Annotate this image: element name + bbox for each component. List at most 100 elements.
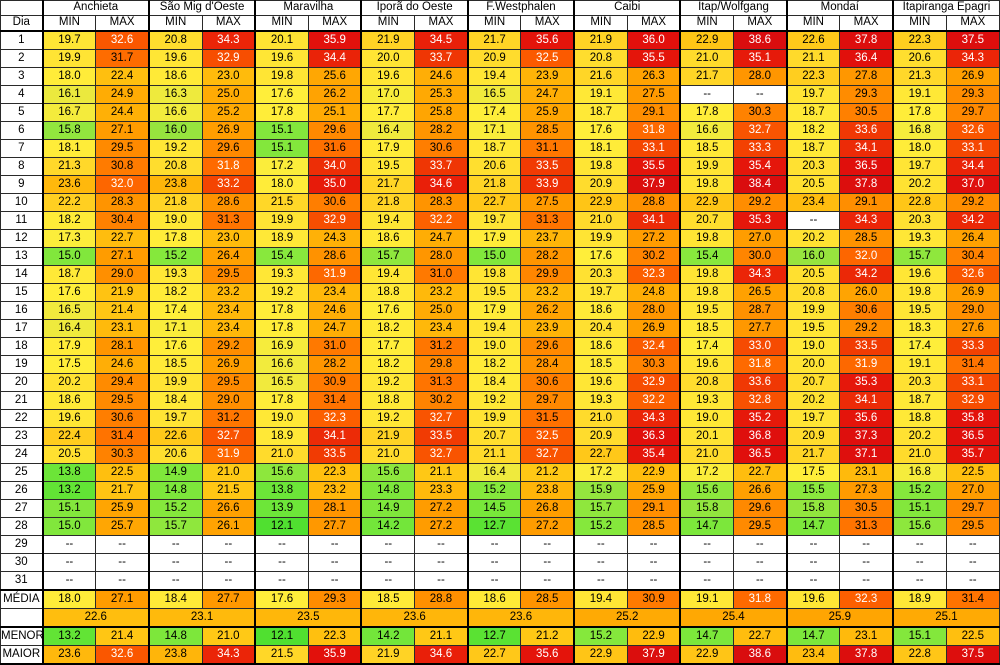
temp-cell[interactable]: 20.8 [147, 30, 203, 50]
temp-cell[interactable]: 20.2 [891, 175, 947, 194]
temp-cell[interactable]: 18.8 [360, 391, 416, 410]
temp-cell[interactable]: 22.7 [732, 463, 788, 482]
temp-cell[interactable]: 36.5 [839, 157, 894, 176]
temp-cell[interactable]: 21.0 [573, 211, 628, 230]
temp-cell[interactable]: 17.6 [573, 247, 628, 266]
temp-cell[interactable]: 36.3 [626, 427, 681, 446]
temp-cell[interactable]: -- [945, 535, 1000, 554]
temp-cell[interactable]: 26.9 [945, 283, 1000, 302]
temp-cell[interactable]: 19.0 [679, 409, 734, 428]
temp-cell[interactable]: 35.7 [945, 445, 1000, 464]
temp-cell[interactable]: 15.7 [891, 247, 947, 266]
temp-cell[interactable]: 16.0 [785, 247, 841, 266]
temp-cell[interactable]: 34.1 [626, 211, 681, 230]
temp-cell[interactable]: -- [520, 553, 575, 572]
temp-cell[interactable]: 31.4 [307, 391, 362, 410]
temp-cell[interactable]: 16.3 [147, 85, 203, 104]
temp-cell[interactable]: 22.9 [679, 645, 734, 665]
station-average-cell[interactable]: 23.6 [466, 608, 575, 628]
temp-cell[interactable]: 17.9 [360, 139, 416, 158]
temp-cell[interactable]: 16.8 [891, 463, 947, 482]
day-label[interactable]: 19 [0, 355, 44, 374]
temp-cell[interactable]: 19.6 [785, 589, 841, 609]
temp-cell[interactable]: 21.6 [573, 67, 628, 86]
temp-cell[interactable]: 31.7 [95, 49, 150, 68]
temp-cell[interactable]: 20.5 [785, 265, 841, 284]
temp-cell[interactable]: 15.8 [679, 499, 734, 518]
temp-cell[interactable]: 21.9 [360, 427, 416, 446]
temp-cell[interactable]: 21.0 [360, 445, 416, 464]
temp-cell[interactable]: 24.8 [626, 283, 681, 302]
temp-cell[interactable]: 29.5 [732, 517, 788, 536]
day-label[interactable]: 17 [0, 319, 44, 338]
temp-cell[interactable]: 22.3 [891, 30, 947, 50]
temp-cell[interactable]: 14.7 [679, 626, 734, 646]
temp-cell[interactable]: 13.9 [254, 499, 309, 518]
temp-cell[interactable]: 27.1 [95, 589, 150, 609]
temp-cell[interactable]: 33.7 [414, 49, 469, 68]
temp-cell[interactable]: 32.4 [626, 337, 681, 356]
temp-cell[interactable]: 23.7 [520, 229, 575, 248]
temp-cell[interactable]: 24.6 [307, 301, 362, 320]
temp-cell[interactable]: 27.8 [839, 67, 894, 86]
temp-cell[interactable]: 26.1 [201, 517, 256, 536]
temp-cell[interactable]: 12.7 [466, 626, 522, 646]
temp-cell[interactable]: 29.4 [95, 373, 150, 392]
temp-cell[interactable]: 19.7 [891, 157, 947, 176]
temp-cell[interactable]: 35.8 [945, 409, 1000, 428]
temp-cell[interactable]: 28.7 [732, 301, 788, 320]
temp-cell[interactable]: 23.1 [839, 463, 894, 482]
temp-cell[interactable]: 15.2 [466, 481, 522, 500]
temp-cell[interactable]: 17.8 [254, 319, 309, 338]
temp-cell[interactable]: -- [626, 571, 681, 591]
temp-cell[interactable]: 26.4 [945, 229, 1000, 248]
temp-cell[interactable]: 32.7 [414, 409, 469, 428]
temp-cell[interactable]: 15.2 [573, 626, 628, 646]
temp-cell[interactable]: 36.5 [945, 427, 1000, 446]
temp-cell[interactable]: 21.9 [360, 30, 416, 50]
temp-cell[interactable]: 19.9 [573, 229, 628, 248]
temp-cell[interactable]: 17.5 [785, 463, 841, 482]
temp-cell[interactable]: 21.8 [360, 193, 416, 212]
temp-cell[interactable]: 26.3 [626, 67, 681, 86]
temp-cell[interactable]: -- [95, 571, 150, 591]
temp-cell[interactable]: 21.4 [95, 301, 150, 320]
temp-cell[interactable]: 29.2 [839, 319, 894, 338]
temp-cell[interactable]: 18.2 [785, 121, 841, 140]
station-average-cell[interactable]: 25.2 [573, 608, 681, 628]
temp-cell[interactable]: 27.3 [839, 481, 894, 500]
temp-cell[interactable]: 18.7 [573, 103, 628, 122]
temp-cell[interactable]: 23.3 [414, 481, 469, 500]
temp-cell[interactable]: 18.6 [360, 229, 416, 248]
temp-cell[interactable]: 14.8 [360, 481, 416, 500]
temp-cell[interactable]: 23.6 [41, 645, 97, 665]
temp-cell[interactable]: -- [360, 553, 416, 572]
temp-cell[interactable]: 34.5 [414, 30, 469, 50]
temp-cell[interactable]: 19.8 [891, 283, 947, 302]
temp-cell[interactable]: 19.3 [679, 391, 734, 410]
day-label[interactable]: 15 [0, 283, 44, 302]
temp-cell[interactable]: 15.9 [573, 481, 628, 500]
temp-cell[interactable]: 27.2 [520, 517, 575, 536]
temp-cell[interactable]: 30.6 [95, 409, 150, 428]
temp-cell[interactable]: 23.0 [201, 229, 256, 248]
temp-cell[interactable]: -- [679, 571, 734, 591]
temp-cell[interactable]: 32.7 [414, 445, 469, 464]
temp-cell[interactable]: 18.6 [41, 391, 97, 410]
temp-cell[interactable]: -- [95, 553, 150, 572]
temp-cell[interactable]: 34.3 [201, 30, 256, 50]
temp-cell[interactable]: 34.4 [945, 157, 1000, 176]
temp-cell[interactable]: 18.5 [679, 319, 734, 338]
temp-cell[interactable]: 19.8 [466, 265, 522, 284]
temp-cell[interactable]: 20.8 [679, 373, 734, 392]
temp-cell[interactable]: -- [466, 535, 522, 554]
temp-cell[interactable]: 17.2 [573, 463, 628, 482]
temp-cell[interactable]: 26.9 [201, 355, 256, 374]
max-column-header[interactable]: MAX [945, 15, 1000, 32]
day-label[interactable]: 7 [0, 139, 44, 158]
temp-cell[interactable]: 25.9 [520, 103, 575, 122]
temp-cell[interactable]: 20.0 [360, 49, 416, 68]
temp-cell[interactable]: 19.0 [254, 409, 309, 428]
temp-cell[interactable]: 35.4 [732, 157, 788, 176]
temp-cell[interactable]: 18.1 [41, 139, 97, 158]
